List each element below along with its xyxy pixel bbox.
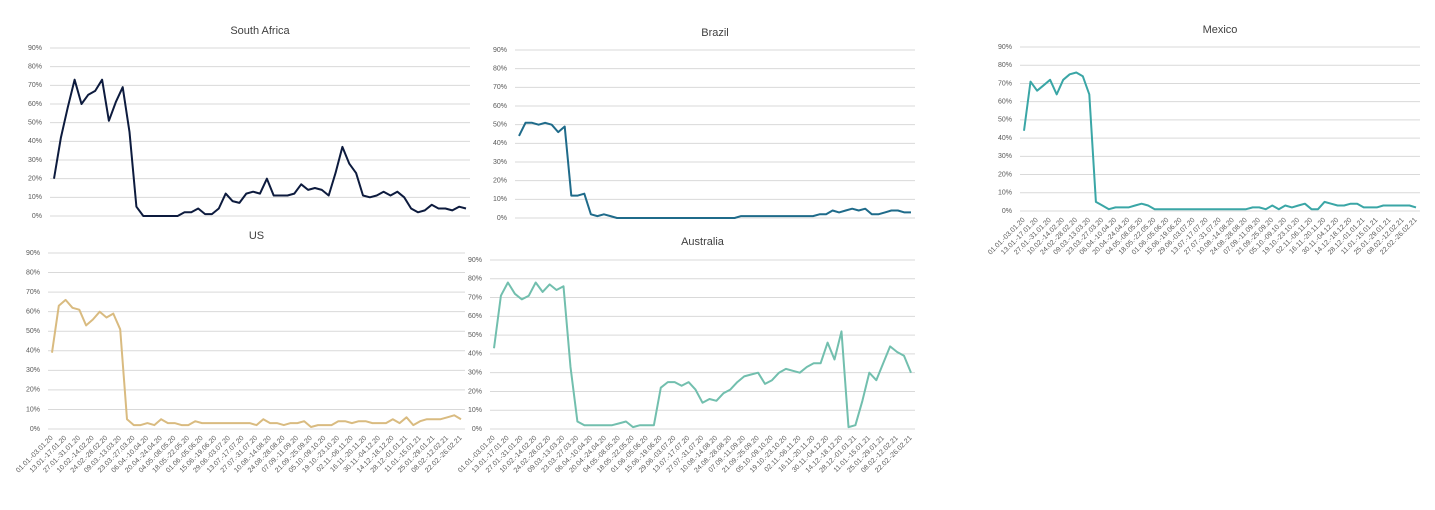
y-tick-label: 40% <box>28 138 42 145</box>
y-tick-label: 60% <box>26 309 40 316</box>
y-tick-label: 10% <box>26 406 40 413</box>
y-tick-label: 80% <box>493 66 507 73</box>
y-tick-label: 0% <box>472 426 482 433</box>
y-tick-label: 60% <box>28 101 42 108</box>
y-tick-label: 20% <box>493 178 507 185</box>
y-tick-label: 30% <box>468 370 482 377</box>
y-tick-label: 60% <box>493 103 507 110</box>
y-tick-label: 50% <box>493 122 507 129</box>
y-tick-label: 20% <box>28 176 42 183</box>
chart-title: Brazil <box>701 27 729 39</box>
y-tick-label: 40% <box>26 348 40 355</box>
y-tick-label: 80% <box>998 62 1012 69</box>
y-tick-label: 50% <box>468 332 482 339</box>
y-tick-label: 50% <box>998 117 1012 124</box>
line <box>53 78 467 217</box>
chart-title: South Africa <box>230 25 290 37</box>
y-tick-label: 10% <box>998 190 1012 197</box>
y-tick-label: 70% <box>468 294 482 301</box>
y-tick-label: 10% <box>468 407 482 414</box>
y-tick-label: 20% <box>468 388 482 395</box>
y-tick-label: 90% <box>468 257 482 264</box>
y-tick-label: 0% <box>497 215 507 222</box>
y-tick-label: 40% <box>468 351 482 358</box>
y-tick-label: 70% <box>26 289 40 296</box>
y-tick-label: 70% <box>493 84 507 91</box>
y-tick-label: 20% <box>998 171 1012 178</box>
chart-title: Australia <box>681 236 725 248</box>
y-tick-label: 80% <box>26 269 40 276</box>
line <box>493 281 912 429</box>
y-tick-label: 90% <box>28 45 42 52</box>
y-tick-label: 40% <box>493 140 507 147</box>
y-tick-label: 0% <box>1002 208 1012 215</box>
line <box>518 121 911 219</box>
line <box>51 298 462 428</box>
y-tick-label: 60% <box>998 99 1012 106</box>
y-tick-label: 10% <box>28 194 42 201</box>
y-tick-label: 90% <box>998 44 1012 51</box>
line <box>1023 71 1417 211</box>
y-tick-label: 70% <box>998 80 1012 87</box>
y-tick-label: 30% <box>26 367 40 374</box>
chart-title: Mexico <box>1203 24 1238 36</box>
y-tick-label: 20% <box>26 387 40 394</box>
y-tick-label: 50% <box>26 328 40 335</box>
y-tick-label: 10% <box>493 196 507 203</box>
y-tick-label: 30% <box>493 159 507 166</box>
y-tick-label: 70% <box>28 82 42 89</box>
y-tick-label: 60% <box>468 313 482 320</box>
y-tick-label: 50% <box>28 120 42 127</box>
y-tick-label: 40% <box>998 135 1012 142</box>
y-tick-label: 30% <box>28 157 42 164</box>
y-tick-label: 80% <box>468 276 482 283</box>
chart-title: US <box>249 230 264 242</box>
y-tick-label: 90% <box>26 250 40 257</box>
y-tick-label: 80% <box>28 64 42 71</box>
y-tick-label: 0% <box>30 426 40 433</box>
y-tick-label: 90% <box>493 47 507 54</box>
y-tick-label: 0% <box>32 213 42 220</box>
y-tick-label: 30% <box>998 153 1012 160</box>
